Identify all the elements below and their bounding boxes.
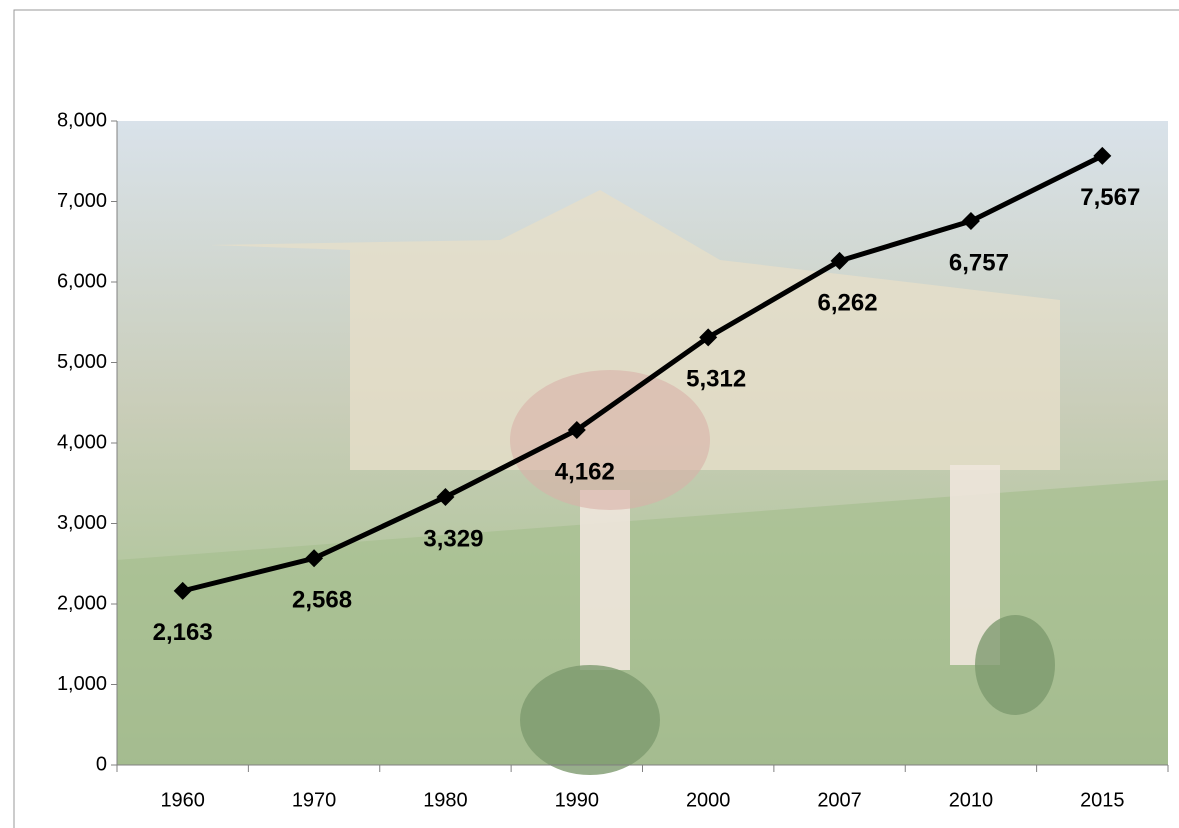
- y-tick-label: 8,000: [57, 109, 107, 131]
- x-tick-label: 1990: [555, 789, 600, 811]
- y-tick-label: 7,000: [57, 190, 107, 212]
- background-photo: [117, 121, 1168, 775]
- y-tick-label: 5,000: [57, 351, 107, 373]
- y-tick-label: 3,000: [57, 512, 107, 534]
- data-label: 2,163: [153, 619, 213, 646]
- data-label: 6,757: [949, 249, 1009, 276]
- data-label: 4,162: [555, 458, 615, 485]
- data-label: 2,568: [292, 587, 352, 614]
- data-label: 5,312: [686, 366, 746, 393]
- data-label: 7,567: [1080, 184, 1140, 211]
- x-tick-label: 1960: [160, 789, 205, 811]
- data-label: 6,262: [818, 289, 878, 316]
- y-tick-label: 2,000: [57, 592, 107, 614]
- y-tick-label: 4,000: [57, 431, 107, 453]
- x-tick-label: 2015: [1080, 789, 1125, 811]
- data-label: 3,329: [423, 525, 483, 552]
- x-tick-label: 2007: [817, 789, 862, 811]
- chart: 0 1,000 2,000 3,000 4,000 5,000 6,000 7,000 8,00…: [0, 0, 1179, 828]
- y-tick-label: 1,000: [57, 673, 107, 695]
- y-tick-label: 6,000: [57, 270, 107, 292]
- y-tick-label: 0: [96, 753, 107, 775]
- x-tick-label: 1970: [292, 789, 337, 811]
- x-tick-label: 1980: [423, 789, 468, 811]
- x-tick-label: 2000: [686, 789, 731, 811]
- x-tick-label: 2010: [949, 789, 994, 811]
